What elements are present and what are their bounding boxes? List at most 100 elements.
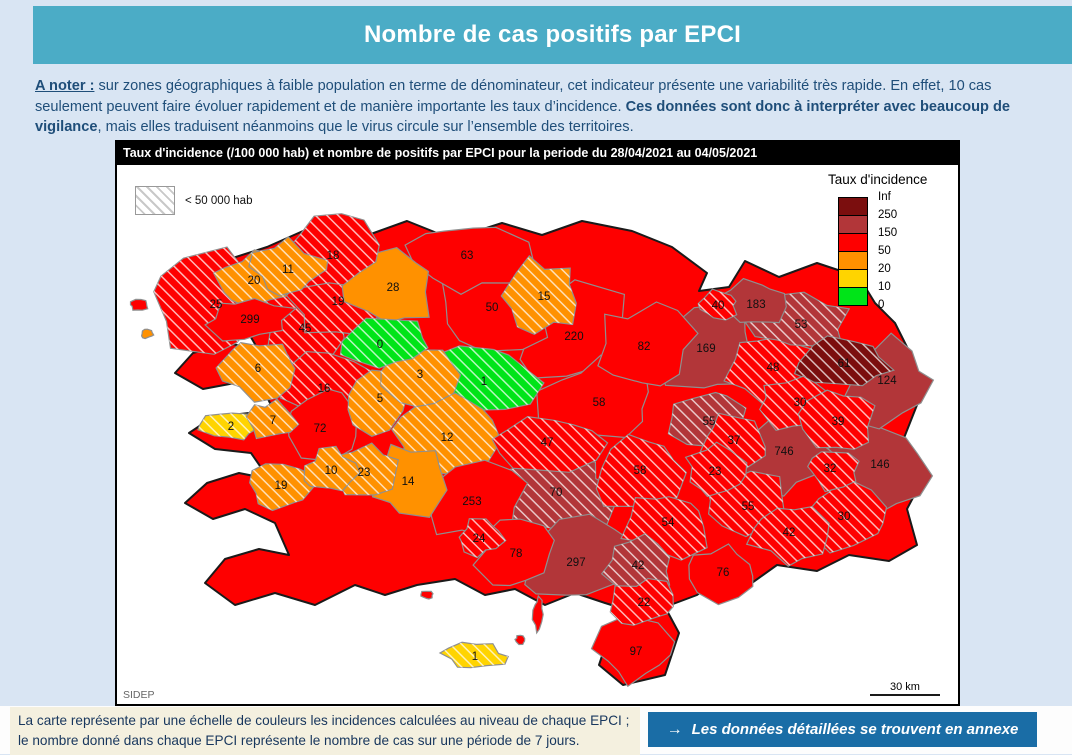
note-bold-text: Ces données sont donc à interpréter avec… xyxy=(35,98,1010,136)
region-count-label: 19 xyxy=(332,296,345,308)
region-count-label: 20 xyxy=(248,275,261,287)
epci-region-hatch xyxy=(610,578,674,626)
region-count-label: 15 xyxy=(538,291,551,303)
region-count-label: 54 xyxy=(662,517,675,529)
epci-region-hatch xyxy=(248,236,328,296)
footer-note: La carte représente par une échelle de c… xyxy=(10,707,640,755)
region-count-label: 3 xyxy=(417,369,423,381)
annex-button[interactable]: → Les données détaillées se trouvent en … xyxy=(648,712,1037,747)
region-count-label: 6 xyxy=(255,363,261,375)
region-count-label: 37 xyxy=(728,435,741,447)
epci-region-hatch xyxy=(459,518,506,558)
region-count-label: 22 xyxy=(638,597,651,609)
epci-region-hatch xyxy=(746,506,830,567)
epci-region xyxy=(129,298,149,311)
epci-region-hatch xyxy=(304,446,360,491)
epci-region-hatch xyxy=(807,451,859,492)
region-count-label: 58 xyxy=(634,465,647,477)
region-count-label: 299 xyxy=(240,314,259,326)
region-count-label: 58 xyxy=(593,397,606,409)
population-legend: < 50 000 hab xyxy=(135,186,252,215)
incidence-legend-title: Taux d'incidence xyxy=(828,172,928,187)
map-title-bar: Taux d'incidence (/100 000 hab) et nombr… xyxy=(117,142,958,165)
region-count-label: 18 xyxy=(327,250,340,262)
legend-swatch xyxy=(838,251,868,270)
legend-swatch xyxy=(838,197,868,216)
region-count-label: 169 xyxy=(696,343,715,355)
region-count-label: 183 xyxy=(746,299,765,311)
legend-swatch xyxy=(838,215,868,234)
note-paragraph: A noter : sur zones géographiques à faib… xyxy=(35,76,1059,138)
legend-swatch xyxy=(838,287,868,306)
region-count-label: 16 xyxy=(318,383,331,395)
region-count-label: 39 xyxy=(832,416,845,428)
region-count-label: 1 xyxy=(472,651,478,663)
epci-region xyxy=(688,543,754,606)
region-count-label: 14 xyxy=(402,476,415,488)
arrow-right-icon: → xyxy=(666,720,683,738)
region-count-label: 55 xyxy=(742,501,755,513)
map-panel: Taux d'incidence (/100 000 hab) et nombr… xyxy=(115,140,960,706)
annex-button-label: Les données détaillées se trouvent en an… xyxy=(691,721,1019,738)
legend-tick-label: 10 xyxy=(878,281,891,293)
epci-region-hatch xyxy=(596,434,687,507)
epci-region xyxy=(514,634,526,646)
epci-region-hatch xyxy=(621,496,708,561)
epci-region xyxy=(404,226,535,295)
region-count-label: 42 xyxy=(783,527,796,539)
region-count-label: 61 xyxy=(838,358,851,370)
legend-tick-label: 20 xyxy=(878,263,891,275)
region-count-label: 78 xyxy=(510,548,523,560)
region-count-label: 297 xyxy=(566,557,585,569)
epci-region-hatch xyxy=(246,399,299,439)
legend-tick-label: 250 xyxy=(878,209,898,221)
epci-region-hatch xyxy=(216,342,295,403)
region-count-label: 746 xyxy=(774,446,793,458)
legend-tick-label: 150 xyxy=(878,227,898,239)
region-count-label: 40 xyxy=(712,300,725,312)
region-count-label: 25 xyxy=(210,299,223,311)
epci-region xyxy=(420,590,434,600)
legend-tick-label: Inf xyxy=(878,191,891,203)
epci-region xyxy=(590,615,676,688)
page-header: Nombre de cas positifs par EPCI xyxy=(33,6,1072,64)
region-count-label: 45 xyxy=(299,323,312,335)
source-label: SIDEP xyxy=(123,689,155,701)
epci-region-hatch xyxy=(798,390,875,450)
note-label: A noter : xyxy=(35,78,95,94)
legend-swatch xyxy=(838,233,868,252)
region-count-label: 76 xyxy=(717,567,730,579)
population-legend-label: < 50 000 hab xyxy=(185,194,253,207)
epci-region xyxy=(204,297,298,342)
region-count-label: 19 xyxy=(275,480,288,492)
note-text-1: sur zones géographiques à faible populat… xyxy=(35,78,992,115)
region-count-label: 30 xyxy=(838,511,851,523)
incidence-legend: Taux d'incidence Inf 250 150 50 20 10 0 xyxy=(824,172,952,323)
hatch-swatch xyxy=(135,186,175,215)
epci-regions-layer xyxy=(129,213,935,688)
region-count-label: 23 xyxy=(709,466,722,478)
region-count-label: 11 xyxy=(282,264,294,276)
region-count-label: 97 xyxy=(630,646,643,658)
epci-region-hatch xyxy=(440,642,509,668)
region-count-label: 124 xyxy=(877,375,897,387)
region-count-label: 32 xyxy=(824,463,837,475)
epci-region-hatch xyxy=(340,318,428,369)
region-count-label: 146 xyxy=(870,459,889,471)
region-count-label: 47 xyxy=(541,437,554,449)
region-count-label: 50 xyxy=(486,302,499,314)
epci-region-hatch xyxy=(492,416,608,473)
region-count-label: 70 xyxy=(550,487,563,499)
region-count-label: 10 xyxy=(325,465,338,477)
region-count-label: 2 xyxy=(228,421,234,433)
note-text-2: , mais elles traduisent néanmoins que le… xyxy=(97,119,634,136)
region-count-label: 82 xyxy=(638,341,651,353)
region-count-label: 0 xyxy=(377,339,383,351)
region-count-label: 220 xyxy=(564,331,583,343)
epci-region-hatch xyxy=(249,463,317,511)
region-count-label: 28 xyxy=(387,282,400,294)
epci-region-hatch xyxy=(745,292,850,346)
